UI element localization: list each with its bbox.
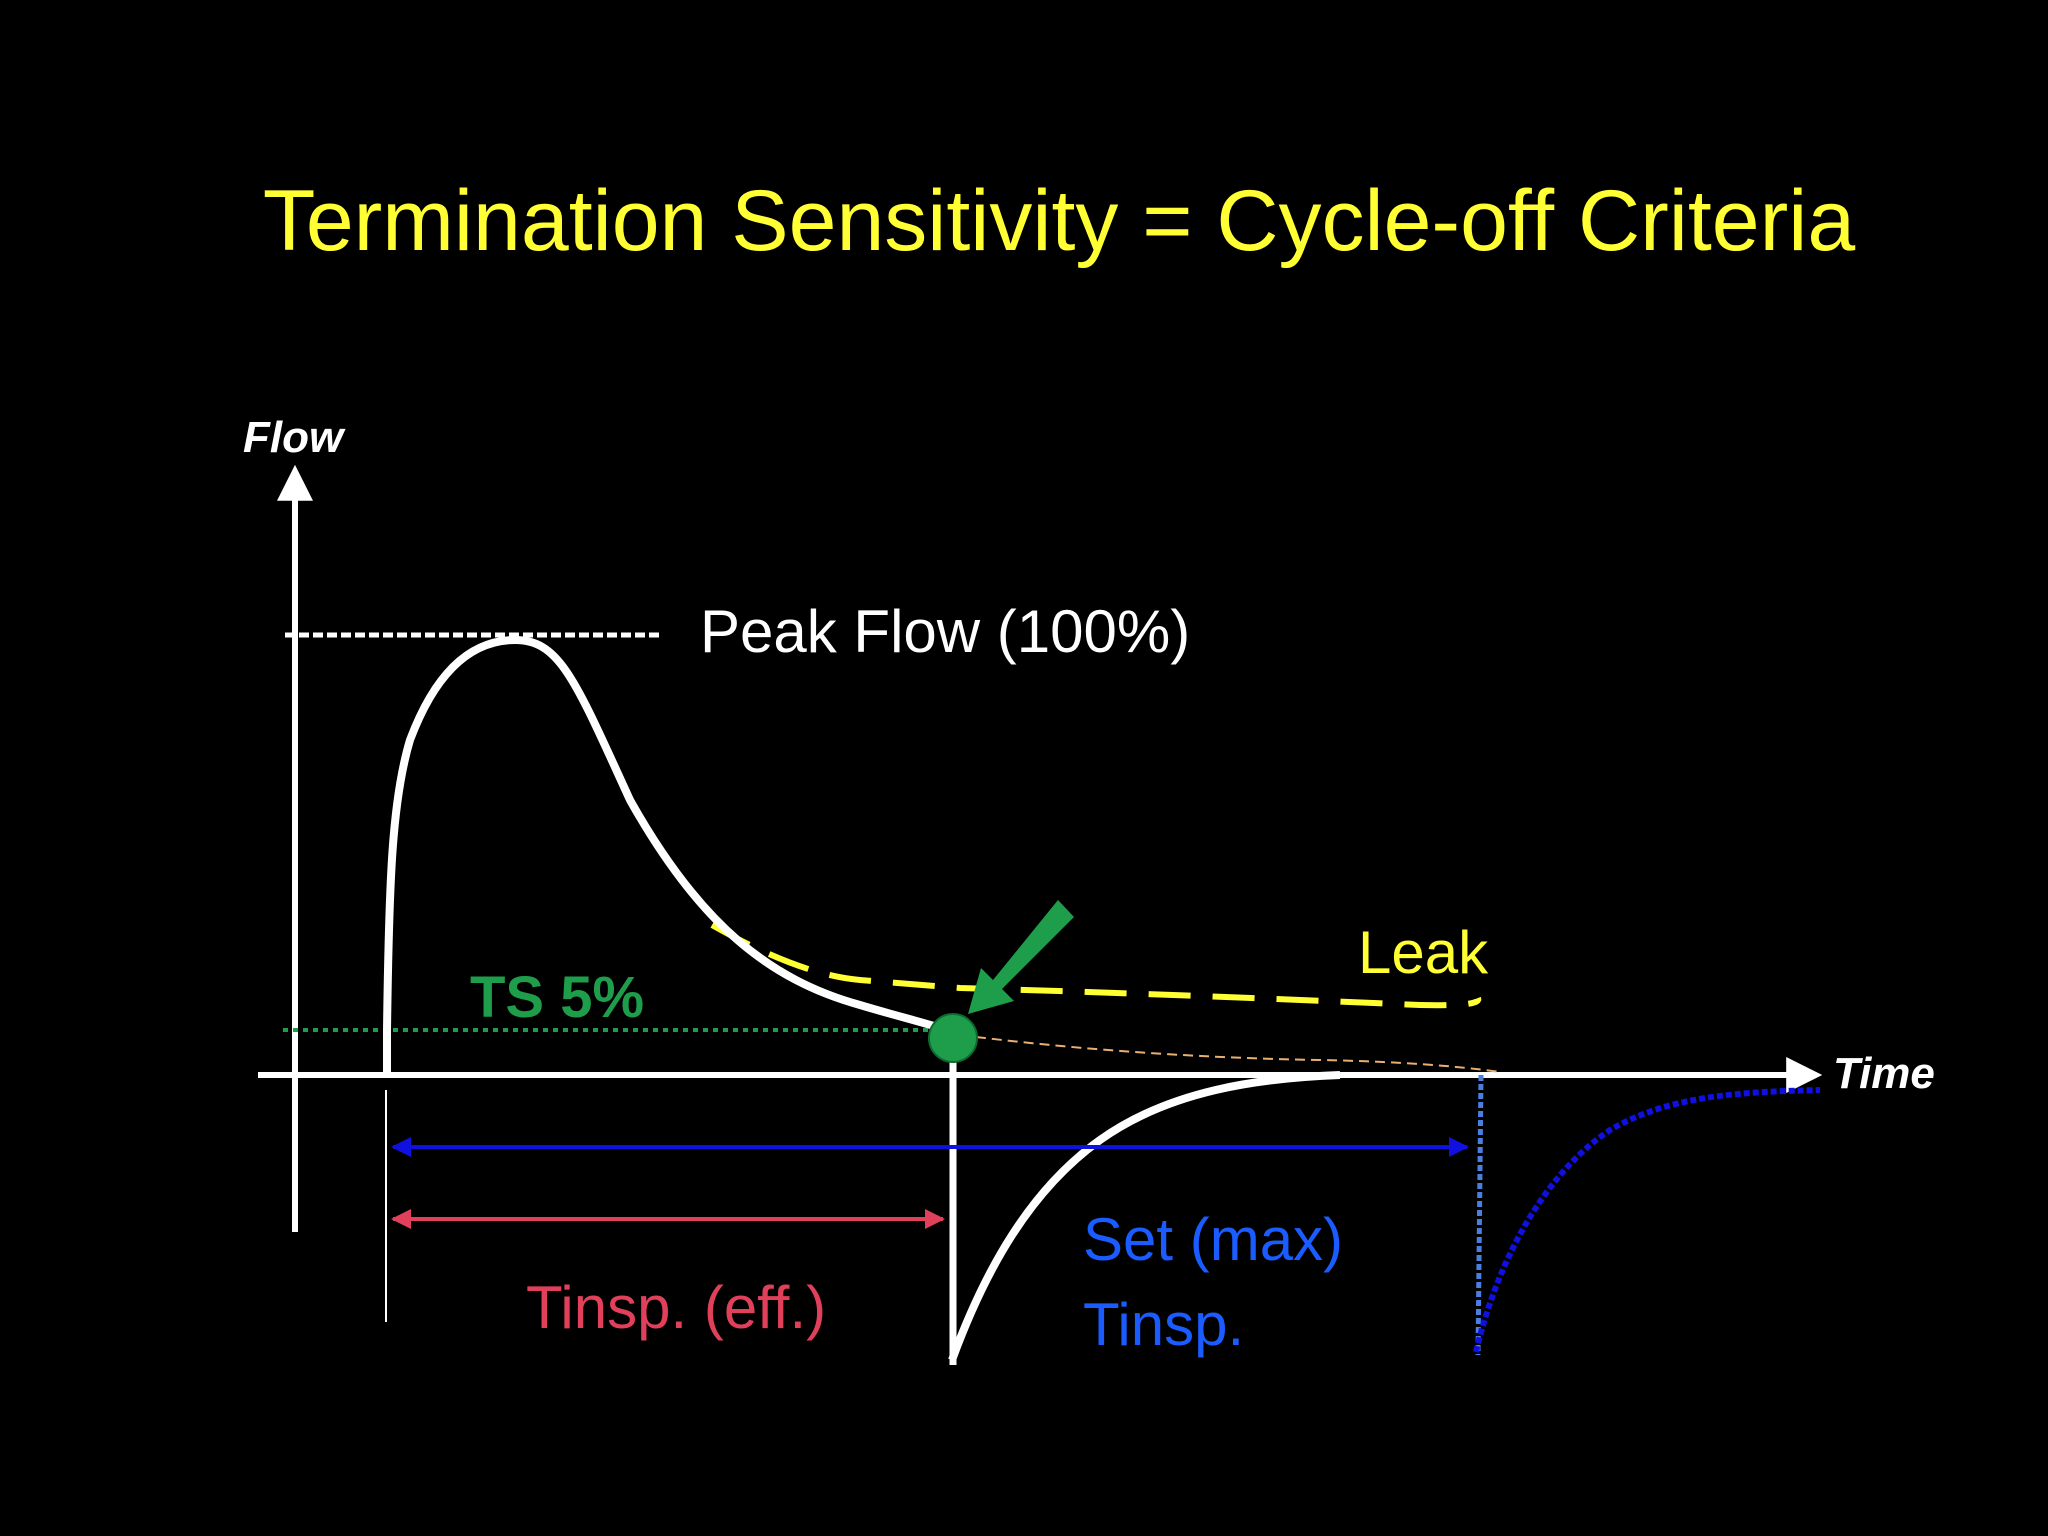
set-max-expiratory-curve <box>1473 1087 1821 1353</box>
y-axis-label: Flow <box>243 413 346 462</box>
set-max-tinsp-label: Tinsp. <box>1083 1291 1244 1358</box>
set-max-label: Set (max) <box>1083 1206 1343 1273</box>
slide-title: Termination Sensitivity = Cycle-off Crit… <box>262 173 1856 269</box>
leak-label: Leak <box>1358 919 1489 986</box>
leak-extrapolation-line <box>959 1034 1501 1073</box>
set-max-end-marker <box>1475 1074 1484 1356</box>
green-circle-icon <box>928 1013 978 1063</box>
inspiratory-flow-curve <box>383 636 955 1075</box>
x-axis-label: Time <box>1833 1049 1935 1098</box>
tinsp-eff-label: Tinsp. (eff.) <box>526 1274 826 1341</box>
green-arrow-icon <box>968 900 1074 1014</box>
leak-curve <box>710 922 1482 1009</box>
peak-flow-label: Peak Flow (100%) <box>700 598 1190 665</box>
ts-label: TS 5% <box>470 965 644 1030</box>
